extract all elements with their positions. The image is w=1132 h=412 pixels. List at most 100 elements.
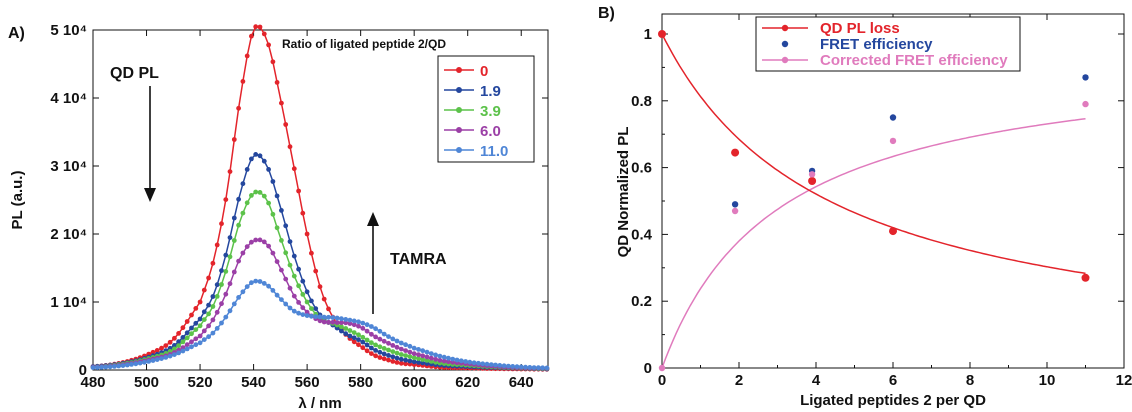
- a-point-3.9: [369, 340, 374, 346]
- a-point-3.9: [274, 225, 280, 231]
- a-point-11.0: [120, 363, 126, 368]
- a-point-6.0: [433, 356, 438, 362]
- a-point-11.0: [193, 342, 199, 348]
- a-point-3.9: [424, 358, 430, 363]
- a-point-11.0: [364, 322, 370, 328]
- a-point-11.0: [300, 312, 306, 317]
- a-y-tick-label: 3 10⁴: [50, 158, 87, 175]
- a-point-11.0: [244, 284, 250, 289]
- a-point-6.0: [257, 237, 263, 243]
- a-point-0: [180, 325, 186, 331]
- a-point-3.9: [210, 304, 216, 309]
- b-point-0: [658, 30, 666, 38]
- a-point-1.9: [206, 302, 212, 308]
- a-point-0: [364, 348, 370, 354]
- a-point-0: [381, 356, 387, 362]
- a-point-11.0: [424, 349, 430, 355]
- a-point-0: [296, 188, 301, 194]
- panel-a-x-axis-label: λ / nm: [298, 395, 341, 412]
- a-point-11.0: [411, 345, 417, 351]
- a-point-11.0: [112, 364, 117, 369]
- a-point-6.0: [446, 359, 451, 365]
- a-point-11.0: [133, 361, 139, 367]
- a-point-3.9: [304, 299, 310, 305]
- a-point-11.0: [433, 352, 438, 358]
- a-point-0: [193, 306, 199, 311]
- a-point-1.9: [416, 360, 421, 365]
- a-point-6.0: [249, 239, 254, 245]
- b-point-1: [731, 201, 739, 208]
- a-point-1.9: [257, 153, 263, 159]
- a-point-11.0: [351, 318, 357, 324]
- a-point-6.0: [261, 239, 267, 245]
- a-point-3.9: [339, 324, 344, 330]
- b-y-tick-label: 1: [644, 26, 652, 43]
- panel-a-legend-box: [437, 55, 535, 163]
- a-series-1.9: [90, 152, 550, 372]
- a-point-11.0: [523, 364, 528, 370]
- a-point-6.0: [356, 323, 361, 329]
- a-point-6.0: [193, 336, 199, 342]
- a-point-11.0: [506, 363, 511, 369]
- arrow-up-head: [367, 212, 379, 226]
- b-legend-marker: [781, 40, 789, 48]
- a-point-6.0: [279, 267, 284, 273]
- a-point-6.0: [403, 348, 408, 353]
- a-point-0: [321, 296, 327, 302]
- a-point-1.9: [309, 298, 314, 304]
- a-point-3.9: [398, 352, 404, 357]
- a-point-3.9: [390, 349, 396, 354]
- annotation-tamra: TAMRA: [390, 251, 447, 268]
- a-point-6.0: [326, 319, 331, 325]
- a-point-3.9: [343, 326, 349, 331]
- a-point-6.0: [377, 336, 383, 342]
- a-x-tick-label: 640: [509, 374, 534, 391]
- a-point-11.0: [531, 365, 537, 370]
- b-y-tick-label: 0.8: [631, 93, 652, 110]
- b-point-1: [1082, 74, 1089, 81]
- a-point-11.0: [201, 337, 207, 342]
- a-point-1.9: [398, 356, 404, 362]
- a-point-0: [356, 342, 361, 348]
- a-point-3.9: [201, 317, 207, 322]
- a-point-11.0: [236, 295, 242, 300]
- a-point-0: [291, 166, 297, 172]
- a-point-0: [167, 339, 173, 345]
- a-legend-marker: [456, 87, 462, 93]
- b-x-tick-label: 12: [1116, 372, 1132, 389]
- a-point-11.0: [501, 363, 507, 369]
- a-point-3.9: [347, 328, 353, 333]
- a-x-tick-label: 620: [455, 374, 480, 391]
- a-point-11.0: [142, 359, 147, 365]
- a-point-11.0: [330, 315, 336, 320]
- a-point-11.0: [129, 362, 134, 367]
- a-point-6.0: [416, 352, 421, 358]
- a-point-1.9: [184, 330, 190, 336]
- a-point-0: [154, 348, 160, 353]
- a-point-11.0: [124, 362, 130, 368]
- a-point-6.0: [296, 300, 301, 305]
- a-point-11.0: [544, 365, 550, 371]
- a-point-0: [386, 357, 391, 363]
- a-y-tick-label: 4 10⁴: [50, 90, 87, 107]
- b-y-tick-label: 0: [644, 360, 652, 377]
- b-x-tick-label: 10: [1039, 372, 1056, 389]
- a-point-0: [266, 42, 271, 48]
- a-point-6.0: [253, 237, 259, 243]
- a-point-11.0: [274, 292, 280, 298]
- a-point-11.0: [321, 314, 327, 320]
- a-point-0: [201, 287, 207, 293]
- a-point-6.0: [317, 318, 323, 324]
- a-point-11.0: [180, 348, 186, 354]
- a-point-6.0: [347, 321, 353, 326]
- a-point-6.0: [411, 351, 417, 357]
- a-point-11.0: [257, 279, 263, 284]
- a-point-6.0: [244, 244, 250, 250]
- a-y-tick-label: 2 10⁴: [50, 226, 87, 243]
- panel-a-legend-title: Ratio of ligated peptide 2/QD: [282, 37, 446, 51]
- a-point-1.9: [296, 266, 301, 272]
- panel-a-y-axis-label: PL (a.u.): [9, 171, 26, 230]
- a-point-11.0: [287, 305, 293, 311]
- annotation-qd-pl: QD PL: [110, 65, 159, 82]
